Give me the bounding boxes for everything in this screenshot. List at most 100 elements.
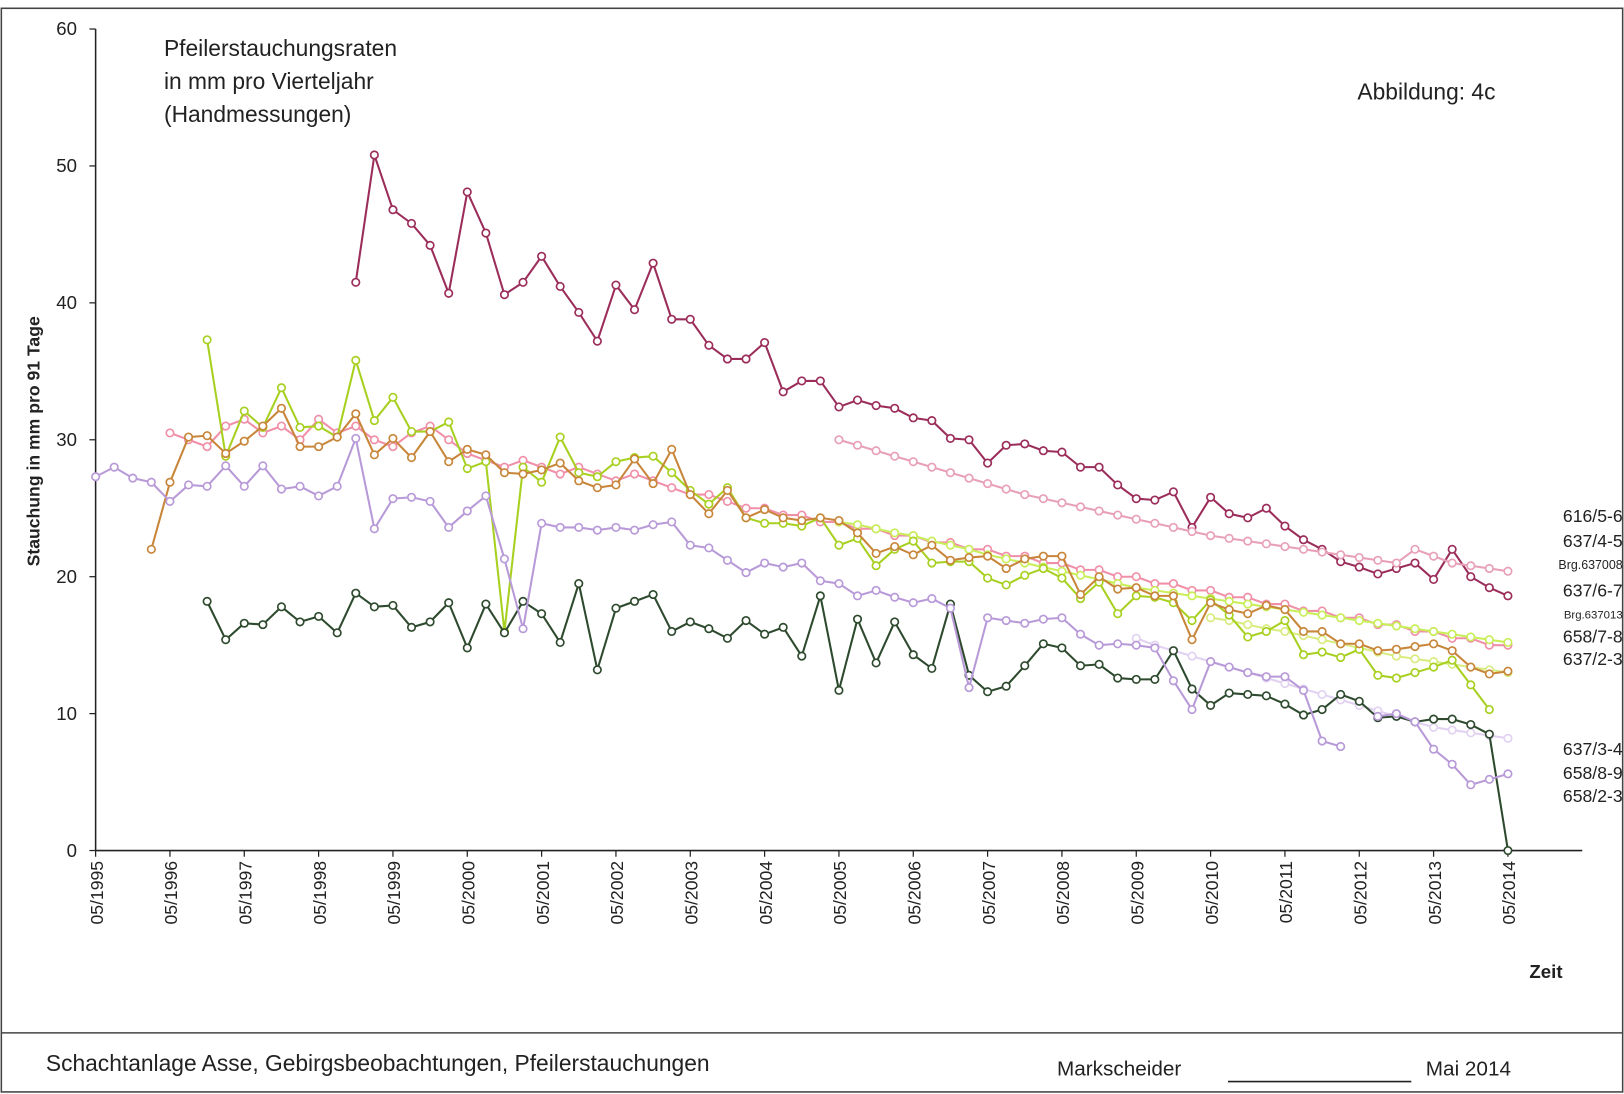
data-point: [165, 477, 175, 487]
data-point: [295, 617, 305, 627]
y-tick-label: 20: [56, 566, 77, 587]
data-point: [741, 615, 751, 626]
data-point: [1466, 632, 1476, 642]
data-point: [481, 491, 491, 501]
data-point: [1410, 654, 1420, 664]
data-point: [1057, 551, 1067, 561]
data-point: [221, 461, 231, 471]
data-point: [722, 496, 732, 506]
data-point: [1187, 526, 1197, 537]
data-point: [1057, 643, 1067, 653]
legend-label: 658/2-3: [1563, 786, 1623, 806]
data-point: [1187, 684, 1197, 694]
data-point: [871, 446, 881, 456]
data-point: [945, 468, 955, 478]
data-point: [1484, 704, 1494, 715]
data-point: [1224, 688, 1234, 698]
data-point: [629, 454, 640, 464]
data-point: [927, 663, 937, 673]
data-point: [834, 435, 844, 445]
data-point: [704, 509, 714, 519]
data-point: [276, 484, 287, 494]
data-point: [183, 432, 194, 442]
data-point: [1075, 462, 1086, 472]
data-point: [128, 473, 138, 483]
data-point: [276, 421, 287, 431]
legend-label: Brg.637013: [1564, 609, 1623, 621]
data-point: [834, 402, 844, 412]
data-point: [518, 624, 528, 634]
data-point: [1336, 550, 1346, 560]
data-point: [852, 395, 863, 405]
data-point: [1075, 661, 1086, 671]
data-point: [1224, 605, 1234, 615]
y-tick-label: 60: [56, 18, 77, 39]
data-point: [1224, 509, 1234, 519]
data-point: [945, 540, 955, 550]
data-point: [1094, 572, 1104, 582]
y-tick-label: 30: [56, 429, 77, 450]
data-point: [983, 458, 993, 468]
data-point: [685, 540, 695, 550]
data-point: [890, 403, 900, 413]
data-point: [1131, 674, 1141, 684]
data-point: [1317, 626, 1327, 637]
series-line: [206, 339, 1491, 711]
data-point: [444, 457, 454, 467]
data-point: [1113, 639, 1123, 649]
x-tick-label: 05/2001: [533, 861, 553, 925]
data-point: [815, 376, 825, 386]
data-point: [1280, 542, 1290, 552]
data-point: [462, 187, 472, 197]
data-point: [1038, 446, 1048, 456]
data-point: [1020, 661, 1030, 671]
data-point: [983, 551, 993, 561]
data-point: [1484, 729, 1494, 739]
data-point: [1113, 673, 1123, 683]
data-point: [1298, 685, 1309, 695]
data-point: [1484, 563, 1494, 574]
data-point: [444, 435, 454, 445]
data-point: [481, 599, 491, 609]
data-point: [1447, 646, 1457, 656]
data-point: [239, 481, 249, 491]
data-point: [406, 453, 417, 463]
data-point: [314, 442, 324, 452]
data-point: [1317, 610, 1327, 620]
data-point: [1429, 574, 1439, 584]
data-point: [1020, 489, 1030, 500]
data-point: [1020, 554, 1030, 564]
data-point: [499, 628, 510, 638]
x-tick-label: 05/2005: [830, 861, 850, 925]
data-point: [1503, 769, 1513, 779]
legend-label: 637/2-3: [1563, 649, 1623, 669]
data-point: [629, 469, 640, 479]
data-point: [369, 450, 379, 460]
data-point: [1429, 722, 1439, 732]
data-point: [1075, 629, 1086, 639]
data-point: [1336, 639, 1346, 649]
data-point: [165, 428, 175, 438]
data-point: [1113, 584, 1123, 594]
data-point: [221, 421, 231, 431]
x-tick-label: 05/1995: [87, 861, 107, 925]
data-point: [351, 433, 361, 443]
data-point: [1429, 744, 1439, 754]
data-point: [351, 421, 361, 431]
x-tick-label: 05/2010: [1202, 861, 1222, 925]
data-point: [1466, 572, 1476, 582]
data-point: [239, 406, 249, 416]
data-point: [518, 596, 528, 606]
data-point: [927, 558, 937, 568]
data-point: [258, 421, 268, 431]
data-point: [741, 513, 751, 523]
data-point: [983, 613, 993, 623]
data-point: [667, 517, 677, 527]
data-point: [983, 687, 993, 697]
data-point: [1503, 845, 1513, 856]
data-point: [1298, 544, 1309, 554]
data-point: [295, 442, 305, 452]
data-point: [314, 421, 324, 431]
data-point: [815, 591, 825, 601]
data-point: [1317, 736, 1327, 746]
